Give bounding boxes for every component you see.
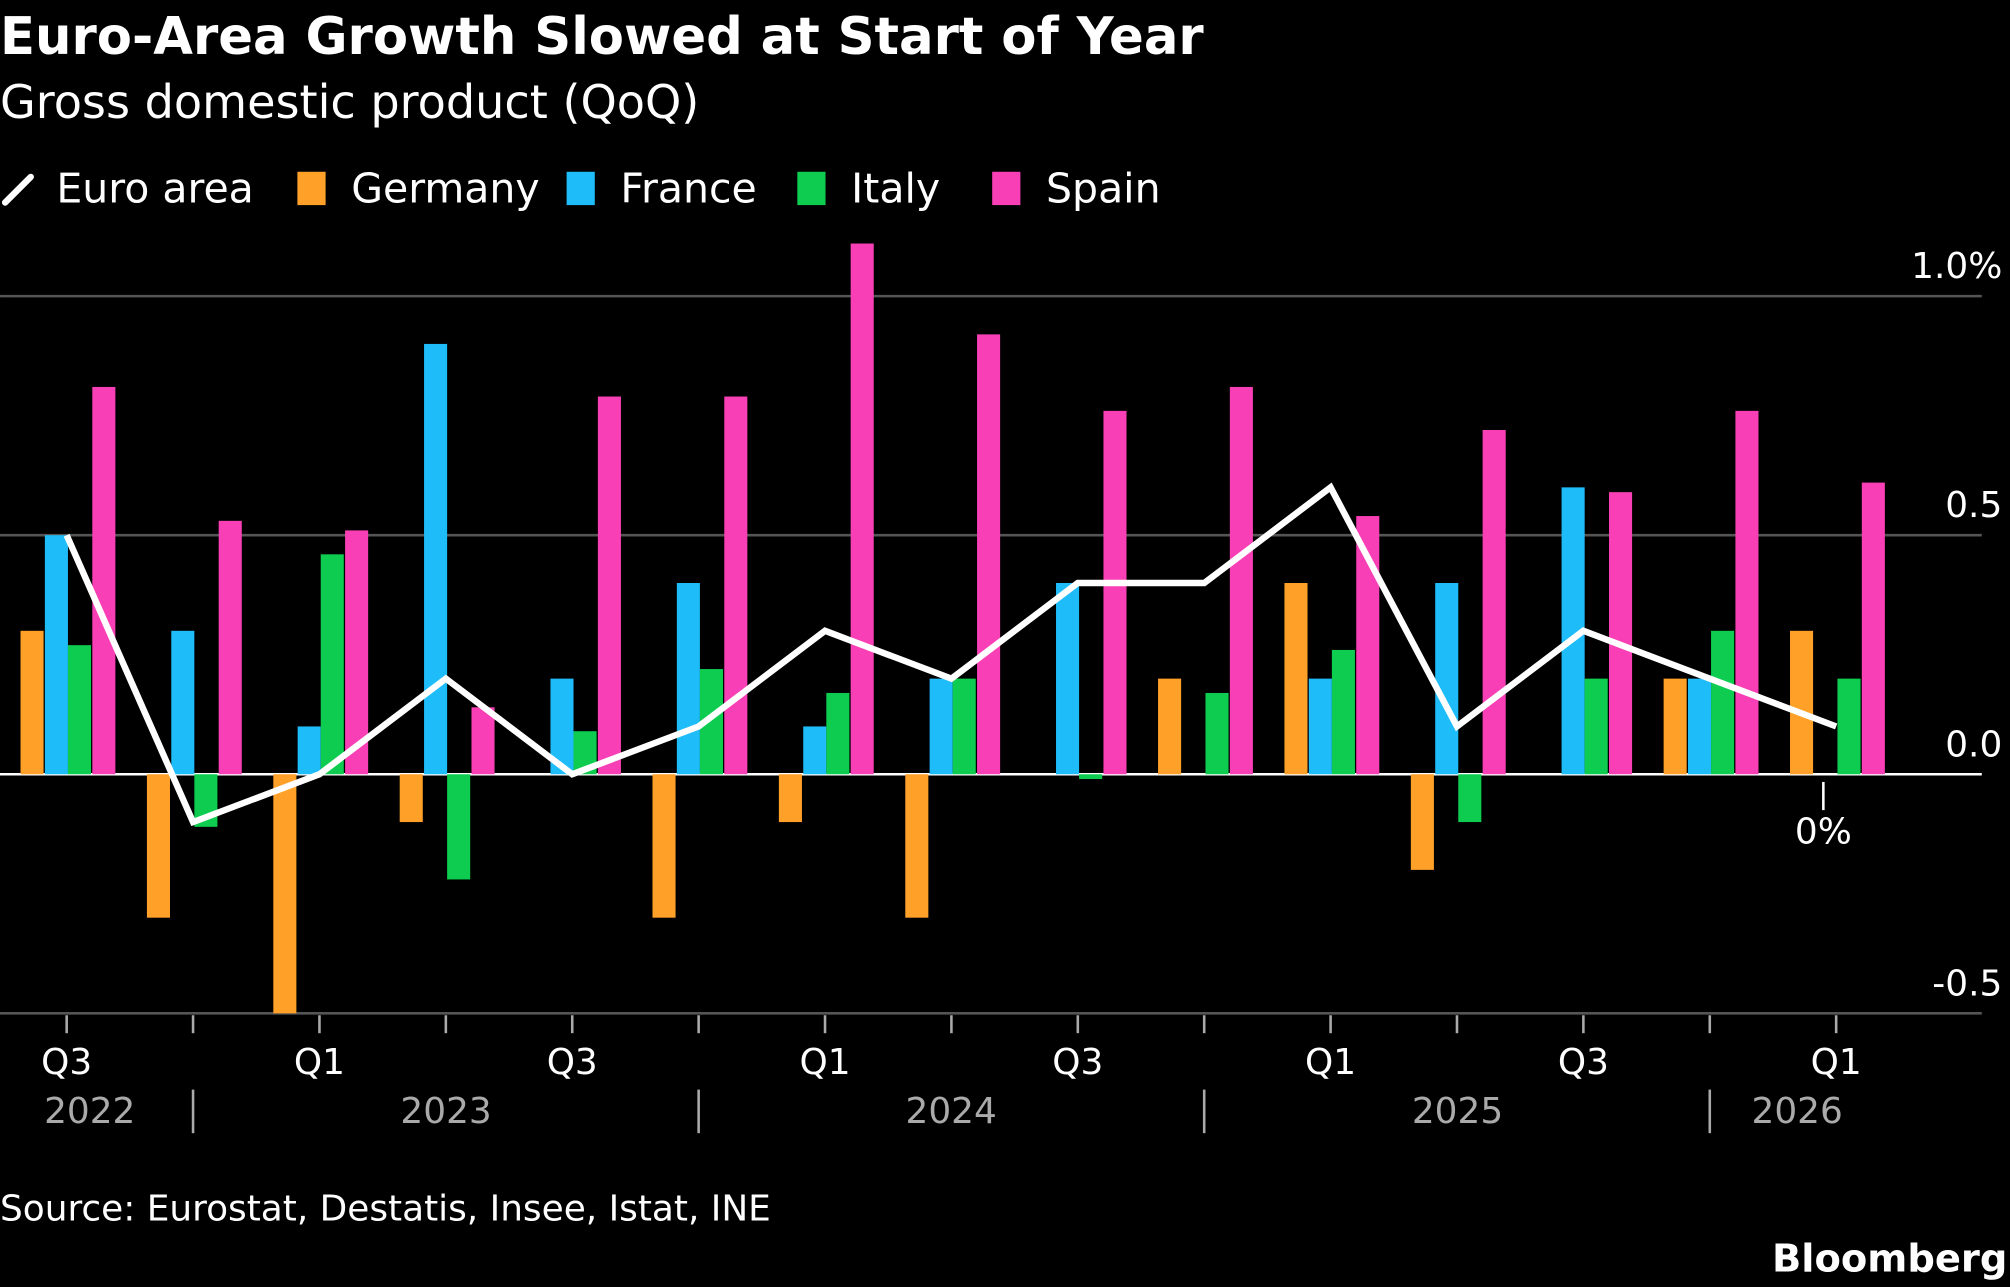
legend-item-germany: Germany <box>297 165 540 213</box>
euro-area-series-line <box>63 482 1838 827</box>
legend-item-spain: Spain <box>992 165 1161 213</box>
bar-france-0 <box>44 535 68 775</box>
legend-swatch <box>566 171 595 206</box>
bar-italy-10 <box>1331 649 1355 775</box>
chart-subtitle: Gross domestic product (QoQ) <box>0 75 699 129</box>
y-tick-label: 0.0 <box>1945 724 2002 765</box>
bar-spain-2 <box>345 530 369 775</box>
x-axis: Q3 Q1 Q3 Q1 Q3 Q1 Q3 Q1 2022 2023 2024 2025 2026 <box>41 1015 1862 1134</box>
bar-italy-0 <box>67 645 92 775</box>
bar-spain-9 <box>1229 386 1253 775</box>
legend-line-swatch <box>1 173 34 206</box>
bar-germany-10 <box>1284 582 1308 775</box>
x-tick-label: Q1 <box>1305 1042 1356 1083</box>
chart-title: Euro-Area Growth Slowed at Start of Year <box>0 7 1204 67</box>
bar-germany-5 <box>652 774 676 918</box>
legend-label: Euro area <box>56 165 253 213</box>
legend-item-italy: Italy <box>797 165 940 213</box>
bar-spain-13 <box>1735 410 1759 775</box>
bar-spain-5 <box>724 396 748 775</box>
bar-italy-14 <box>1837 678 1861 775</box>
annotation-label: 0% <box>1795 811 1852 852</box>
bar-germany-7 <box>905 774 929 918</box>
bar-spain-12 <box>1609 492 1633 775</box>
legend-label: France <box>620 165 756 213</box>
year-label: 2022 <box>44 1091 135 1132</box>
bar-france-8 <box>1056 582 1080 775</box>
bar-germany-11 <box>1410 774 1434 870</box>
x-tick-label: Q3 <box>547 1042 598 1083</box>
bar-germany-1 <box>146 774 170 918</box>
bar-italy-2 <box>320 554 344 775</box>
x-tick-label: Q1 <box>799 1042 850 1083</box>
annotations: 0% <box>1795 781 1852 852</box>
x-tick-label: Q3 <box>1558 1042 1609 1083</box>
bar-italy-9 <box>1205 692 1229 775</box>
year-label: 2024 <box>906 1091 997 1132</box>
year-label: 2023 <box>400 1091 491 1132</box>
bar-italy-13 <box>1711 630 1735 775</box>
bar-spain-6 <box>850 243 874 775</box>
bar-spain-10 <box>1356 516 1380 775</box>
bar-spain-1 <box>218 520 242 775</box>
source-note: Source: Eurostat, Destatis, Insee, Istat… <box>0 1188 771 1229</box>
year-label: 2025 <box>1412 1091 1503 1132</box>
bar-italy-7 <box>952 678 976 775</box>
legend-swatch <box>297 171 326 206</box>
bar-spain-7 <box>977 334 1001 775</box>
bars <box>20 243 1885 1014</box>
bar-france-7 <box>929 678 953 775</box>
bar-france-11 <box>1435 582 1459 775</box>
bar-germany-6 <box>778 774 802 823</box>
bar-france-1 <box>171 630 195 775</box>
bar-italy-6 <box>826 692 850 775</box>
bar-spain-0 <box>92 386 116 775</box>
bar-spain-4 <box>597 396 621 775</box>
bar-france-13 <box>1687 678 1712 775</box>
grid: 1.0% 0.5 0.0 -0.5 <box>0 246 2002 1015</box>
bar-germany-14 <box>1790 630 1814 775</box>
legend-label: Italy <box>851 165 940 213</box>
bar-italy-12 <box>1584 678 1608 775</box>
x-tick-label: Q1 <box>294 1042 345 1083</box>
bar-germany-3 <box>399 774 423 823</box>
bar-france-5 <box>676 582 700 775</box>
bar-spain-14 <box>1861 482 1885 775</box>
bar-spain-11 <box>1482 429 1506 775</box>
legend-label: Spain <box>1046 165 1161 213</box>
x-tick-label: Q1 <box>1811 1042 1862 1083</box>
x-tick-label: Q3 <box>1052 1042 1103 1083</box>
bar-france-4 <box>550 678 574 775</box>
bar-germany-9 <box>1158 678 1182 775</box>
bar-germany-13 <box>1663 678 1687 775</box>
y-tick-label: -0.5 <box>1932 963 2002 1004</box>
bar-italy-5 <box>699 669 723 775</box>
year-label: 2026 <box>1752 1091 1843 1132</box>
legend-label: Germany <box>351 165 539 213</box>
legend-item-euro-area: Euro area <box>1 165 254 213</box>
euro-area-line <box>63 482 1838 827</box>
bloomberg-logo: Bloomberg <box>1772 1237 2007 1282</box>
bar-germany-0 <box>20 630 44 775</box>
bar-italy-11 <box>1458 774 1482 823</box>
legend-swatch <box>797 171 826 206</box>
x-tick-label: Q3 <box>41 1042 92 1083</box>
bar-france-10 <box>1308 678 1332 775</box>
bar-spain-3 <box>471 707 495 775</box>
bar-france-6 <box>803 726 827 775</box>
legend-swatch <box>992 171 1021 206</box>
y-tick-label: 1.0% <box>1911 246 2002 287</box>
y-tick-label: 0.5 <box>1945 485 2002 526</box>
bar-italy-3 <box>447 774 471 880</box>
legend: Euro area Germany France Italy Spain <box>1 165 1161 213</box>
bar-france-2 <box>297 726 321 775</box>
bar-spain-8 <box>1103 410 1127 775</box>
bar-italy-8 <box>1079 774 1103 780</box>
bar-france-12 <box>1561 487 1585 775</box>
bar-italy-4 <box>573 731 597 775</box>
bar-germany-2 <box>273 774 297 1014</box>
legend-item-france: France <box>566 165 757 213</box>
bar-france-3 <box>424 343 448 775</box>
